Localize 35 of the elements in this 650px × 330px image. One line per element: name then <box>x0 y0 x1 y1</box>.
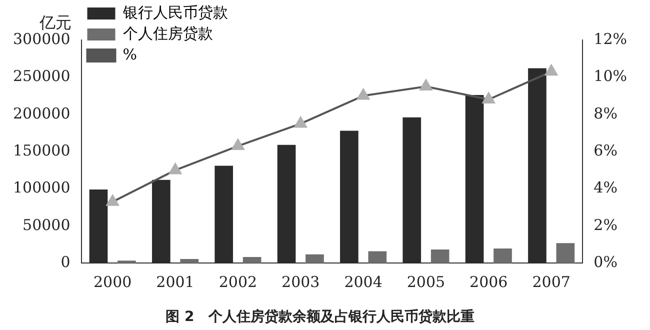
bar <box>242 257 262 264</box>
y-tick-label: 100000 <box>12 178 70 197</box>
y-tick-label: 0 <box>60 253 70 272</box>
bar <box>306 254 324 264</box>
x-tick-label: 2007 <box>532 273 570 292</box>
y-tick-label: 250000 <box>12 67 70 86</box>
x-tick-label: 2005 <box>406 273 446 292</box>
bar <box>556 243 575 264</box>
x-tick-label: 2001 <box>156 273 194 292</box>
y2-tick-label: 4% <box>594 178 618 197</box>
bar <box>368 251 387 264</box>
x-tick-label: 2000 <box>94 273 132 292</box>
x-tick-label: 2006 <box>470 273 508 292</box>
y-tick-label: 50000 <box>22 216 70 234</box>
y2-tick-label: 2% <box>594 216 618 234</box>
text: 图 2 个人住房贷款余额及占银行人民币贷款比重 <box>166 308 474 326</box>
y2-tick-label: 12% <box>594 30 628 48</box>
legend-label: 个人住房贷款 <box>122 24 213 42</box>
y2-tick-label: 0% <box>594 253 618 272</box>
bar <box>180 259 199 264</box>
bar <box>118 260 136 264</box>
y-tick-label: 150000 <box>12 141 70 160</box>
x-tick-label: 2002 <box>218 273 258 292</box>
bar <box>430 250 450 264</box>
y-axis-title: 亿元 <box>38 13 72 32</box>
x-tick-label: 2003 <box>282 273 320 292</box>
legend-label: 银行人民币贷款 <box>122 3 228 22</box>
legend-label: % <box>122 45 138 64</box>
y-tick-label: 200000 <box>12 104 70 122</box>
y2-tick-label: 6% <box>594 141 618 160</box>
bar <box>494 248 512 264</box>
y2-tick-label: 10% <box>594 67 628 86</box>
x-tick-label: 2004 <box>344 273 382 292</box>
y-tick-label: 300000 <box>12 30 70 48</box>
y2-tick-label: 8% <box>594 104 618 122</box>
